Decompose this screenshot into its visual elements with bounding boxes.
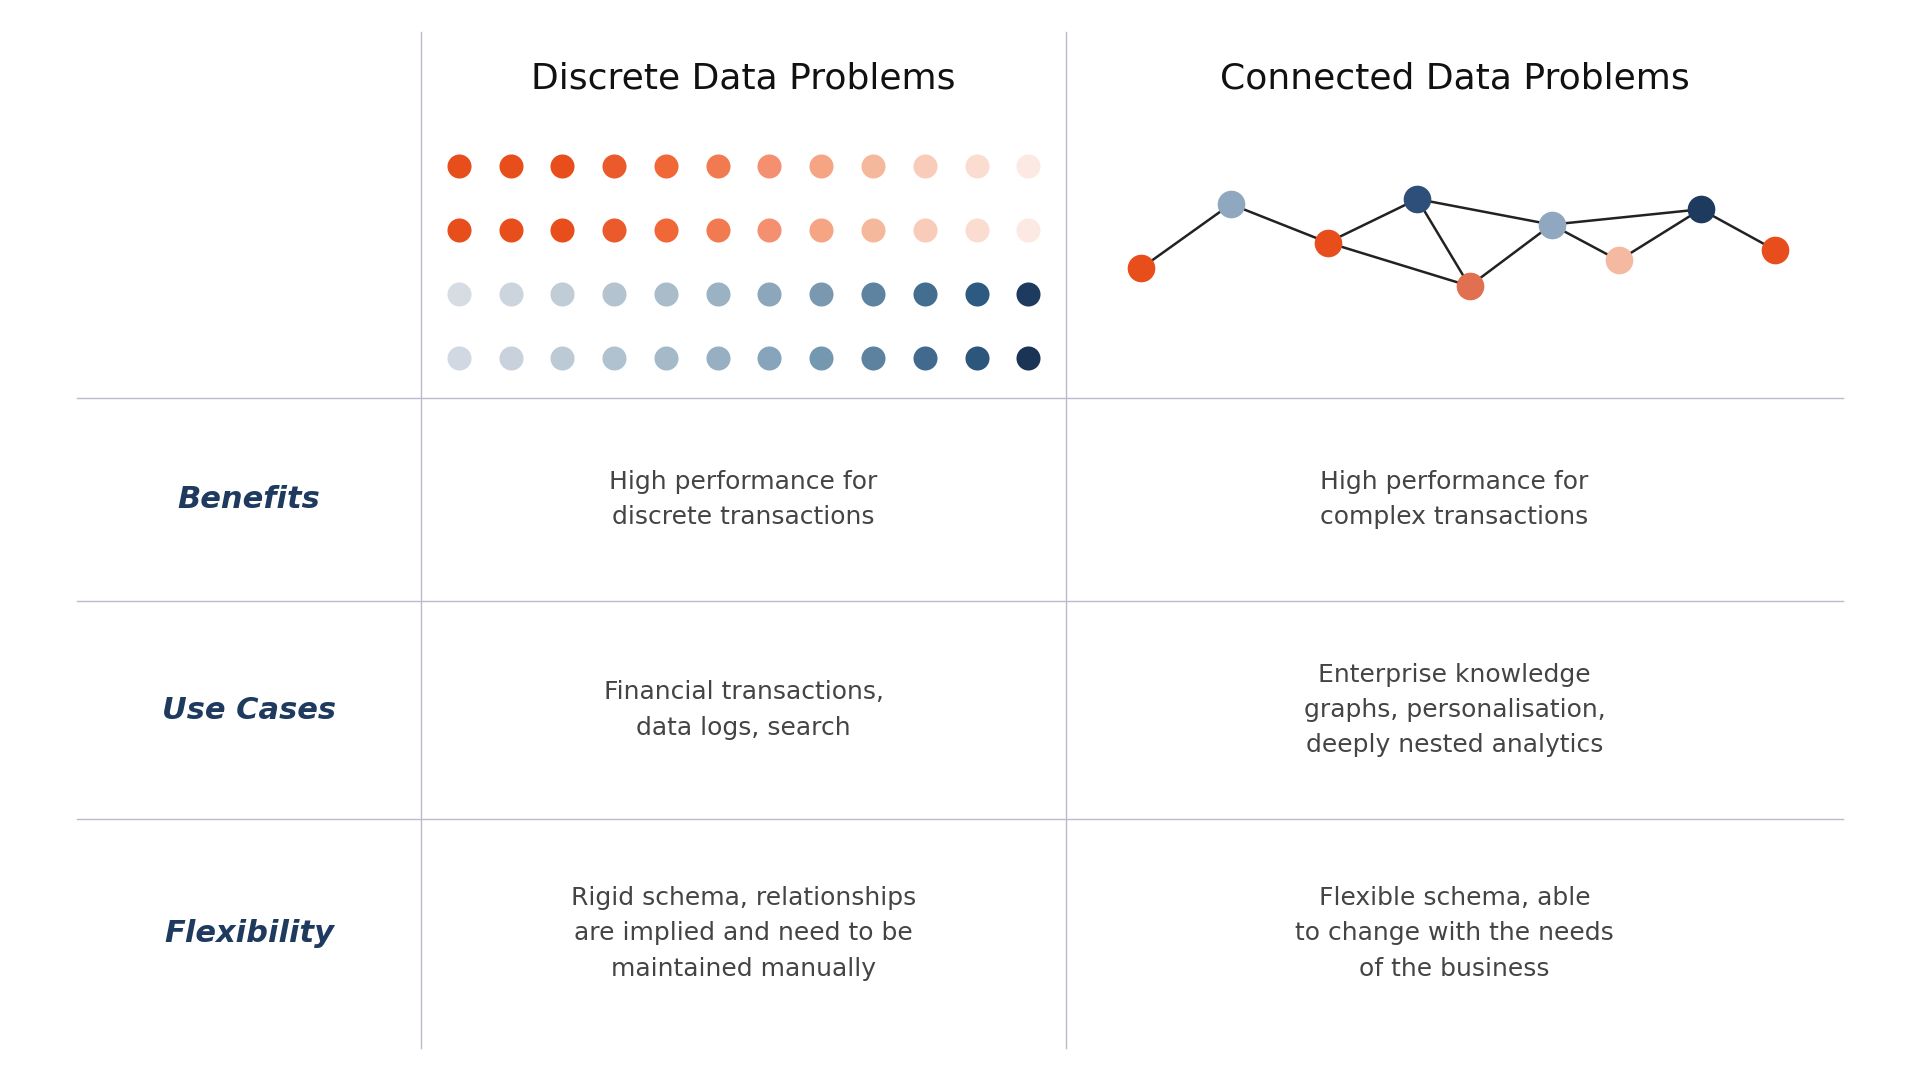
Point xyxy=(599,158,630,175)
Point xyxy=(599,221,630,239)
Point xyxy=(858,158,889,175)
Text: Enterprise knowledge
graphs, personalisation,
deeply nested analytics: Enterprise knowledge graphs, personalisa… xyxy=(1304,663,1605,757)
Text: High performance for
discrete transactions: High performance for discrete transactio… xyxy=(609,470,877,529)
Point xyxy=(755,221,785,239)
Text: Benefits: Benefits xyxy=(179,485,321,514)
Point xyxy=(495,285,526,302)
Point xyxy=(444,158,474,175)
Point xyxy=(1603,252,1634,269)
Point xyxy=(962,285,993,302)
Point xyxy=(1313,234,1344,252)
Point xyxy=(962,349,993,366)
Point xyxy=(547,285,578,302)
Point xyxy=(1014,285,1044,302)
Point xyxy=(858,349,889,366)
Point xyxy=(1125,259,1156,276)
Point xyxy=(910,158,941,175)
Point xyxy=(703,349,733,366)
Point xyxy=(495,349,526,366)
Point xyxy=(444,285,474,302)
Point xyxy=(1453,278,1484,295)
Point xyxy=(547,158,578,175)
Point xyxy=(806,221,837,239)
Point xyxy=(651,349,682,366)
Point xyxy=(444,221,474,239)
Point xyxy=(1402,190,1432,207)
Point xyxy=(806,158,837,175)
Point xyxy=(755,158,785,175)
Point xyxy=(1014,158,1044,175)
Point xyxy=(547,349,578,366)
Point xyxy=(703,158,733,175)
Point xyxy=(651,285,682,302)
Text: High performance for
complex transactions: High performance for complex transaction… xyxy=(1321,470,1588,529)
Point xyxy=(1014,349,1044,366)
Point xyxy=(599,285,630,302)
Point xyxy=(651,221,682,239)
Point xyxy=(1686,201,1716,218)
Point xyxy=(910,285,941,302)
Point xyxy=(599,349,630,366)
Point xyxy=(1761,242,1791,259)
Point xyxy=(444,349,474,366)
Point xyxy=(495,158,526,175)
Point xyxy=(755,349,785,366)
Text: Financial transactions,
data logs, search: Financial transactions, data logs, searc… xyxy=(603,680,883,740)
Text: Discrete Data Problems: Discrete Data Problems xyxy=(532,62,956,96)
Point xyxy=(910,349,941,366)
Point xyxy=(858,285,889,302)
Point xyxy=(962,221,993,239)
Text: Connected Data Problems: Connected Data Problems xyxy=(1219,62,1690,96)
Point xyxy=(806,349,837,366)
Point xyxy=(703,285,733,302)
Point xyxy=(962,158,993,175)
Point xyxy=(703,221,733,239)
Point xyxy=(495,221,526,239)
Text: Flexible schema, able
to change with the needs
of the business: Flexible schema, able to change with the… xyxy=(1296,886,1615,981)
Point xyxy=(910,221,941,239)
Point xyxy=(755,285,785,302)
Text: Flexibility: Flexibility xyxy=(163,919,334,948)
Point xyxy=(1536,216,1567,233)
Point xyxy=(547,221,578,239)
Point xyxy=(806,285,837,302)
Point xyxy=(858,221,889,239)
Text: Rigid schema, relationships
are implied and need to be
maintained manually: Rigid schema, relationships are implied … xyxy=(570,886,916,981)
Text: Use Cases: Use Cases xyxy=(161,696,336,725)
Point xyxy=(1014,221,1044,239)
Point xyxy=(651,158,682,175)
Point xyxy=(1215,195,1246,213)
